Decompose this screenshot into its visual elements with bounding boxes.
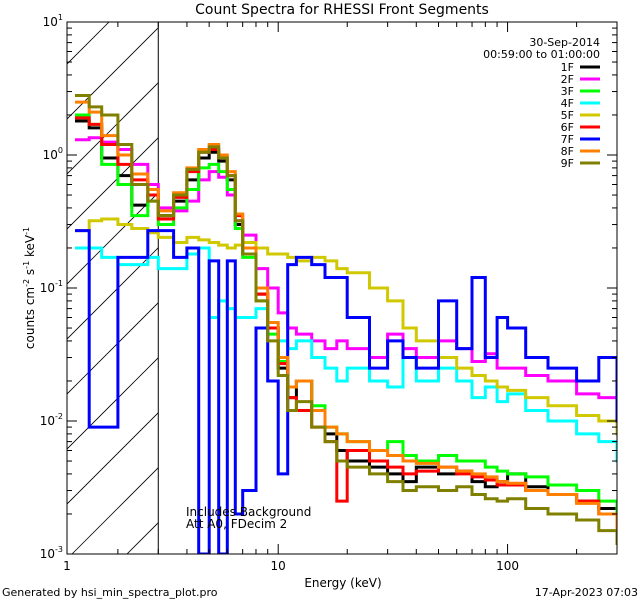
- legend-label-7F: 7F: [561, 133, 574, 146]
- hatched-region: [0, 0, 640, 554]
- legend-label-6F: 6F: [561, 121, 574, 134]
- hatch-line: [0, 0, 122, 554]
- legend-label-8F: 8F: [561, 145, 574, 158]
- x-axis-label: Energy (keV): [304, 576, 381, 590]
- hatch-line: [67, 27, 159, 120]
- hatch-line: [67, 247, 159, 340]
- hatch-line: [67, 137, 159, 230]
- hatch-line: [67, 192, 159, 285]
- y-tick-label: 101: [43, 13, 63, 29]
- legend-label-1F: 1F: [561, 61, 574, 74]
- hatch-line: [71, 467, 159, 554]
- y-tick-label: 10-1: [40, 279, 63, 295]
- legend-label-5F: 5F: [561, 109, 574, 122]
- hatch-line: [67, 82, 159, 175]
- footer-generated-by: Generated by hsi_min_spectra_plot.pro: [2, 586, 218, 599]
- hatch-line: [512, 0, 640, 554]
- chart-title: Count Spectra for RHESSI Front Segments: [195, 2, 489, 18]
- hatch-line: [622, 0, 640, 554]
- series-line-5F: [75, 217, 617, 436]
- series-line-9F: [75, 94, 617, 545]
- hatch-line: [67, 412, 159, 505]
- x-tick-label: 100: [496, 559, 519, 573]
- y-tick-label: 10-3: [40, 545, 63, 561]
- y-tick-label: 100: [43, 146, 63, 162]
- plot-frame: [66, 21, 618, 555]
- x-tick-label: 1: [63, 559, 71, 573]
- hatch-line: [67, 22, 110, 65]
- note-attenuator: Att A0, FDecim 2: [186, 517, 287, 531]
- series-line-4F: [75, 246, 617, 463]
- legend-label-9F: 9F: [561, 157, 574, 170]
- y-tick-label: 10-2: [40, 412, 63, 428]
- series-line-1F: [75, 119, 617, 533]
- hatch-line: [567, 0, 640, 554]
- legend-label-4F: 4F: [561, 97, 574, 110]
- series-line-8F: [75, 100, 617, 533]
- time-range-label: 00:59:00 to 01:00:00: [483, 48, 600, 61]
- legend-label-3F: 3F: [561, 85, 574, 98]
- date-label: 30-Sep-2014: [529, 36, 600, 49]
- x-tick-label: 10: [271, 559, 286, 573]
- series-line-7F: [75, 229, 617, 554]
- legend-label-2F: 2F: [561, 73, 574, 86]
- footer-timestamp: 17-Apr-2023 07:03: [535, 586, 638, 599]
- note-background: Includes Background: [186, 505, 311, 519]
- hatch-line: [347, 0, 640, 554]
- y-axis-label: counts cm-2 s-1 keV-1: [22, 227, 37, 349]
